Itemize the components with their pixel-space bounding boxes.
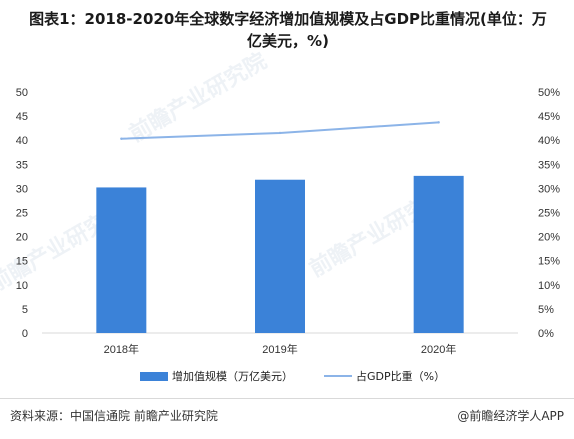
y-tick-label-left: 35 [16,159,28,171]
x-tick-label: 2019年 [262,342,297,356]
chart-title-line-1: 图表1：2018-2020年全球数字经济增加值规模及占GDP比重情况(单位：万 [29,10,547,28]
line-point [437,121,440,124]
y-tick-label-left: 50 [16,87,28,99]
y-tick-label-right: 40% [538,135,560,147]
line-point [278,131,282,135]
legend-bar-swatch-icon [140,371,168,381]
y-tick-label-left: 25 [16,208,28,220]
y-tick-label-right: 20% [538,232,560,244]
legend-item-bar: 增加值规模（万亿美元） [140,368,293,384]
y-tick-label-right: 15% [538,256,560,268]
legend-label-bar: 增加值规模（万亿美元） [172,370,293,383]
y-tick-label-right: 35% [538,159,560,171]
footer-divider [0,398,574,399]
y-tick-label-left: 40 [16,135,28,147]
brand-text: @前瞻经济学人APP [457,409,564,423]
y-tick-label-left: 15 [16,256,28,268]
y-tick-label-left: 20 [16,232,28,244]
legend-label-line: 占GDP比重（%） [356,370,446,383]
chart-legend: 增加值规模（万亿美元） 占GDP比重（%） [0,368,574,388]
bar [96,187,147,333]
y-tick-label-left: 10 [16,280,28,292]
y-tick-label-right: 45% [538,111,560,123]
y-tick-label-right: 30% [538,183,560,195]
y-tick-label-right: 50% [538,87,560,99]
bar [413,175,464,333]
source-text: 资料来源：中国信通院 前瞻产业研究院 [10,409,218,423]
y-tick-label-right: 10% [538,280,560,292]
chart-title-line-2: 亿美元，%) [247,32,329,50]
y-tick-label-left: 30 [16,183,28,195]
line-series-gdp-share [121,121,439,140]
x-tick-label: 2018年 [104,342,139,356]
legend-line-swatch-icon [324,375,352,377]
line-point [120,137,123,140]
y-tick-label-right: 0% [538,328,554,340]
y-tick-label-right: 5% [538,304,554,316]
bar [255,179,305,333]
y-tick-label-left: 5 [22,304,28,316]
y-tick-label-left: 45 [16,111,28,123]
y-tick-label-right: 25% [538,208,560,220]
y-tick-label-left: 0 [22,328,28,340]
x-tick-label: 2020年 [421,342,456,356]
chart-title: 图表1：2018-2020年全球数字经济增加值规模及占GDP比重情况(单位：万 … [10,8,566,52]
legend-item-line: 占GDP比重（%） [324,368,445,384]
